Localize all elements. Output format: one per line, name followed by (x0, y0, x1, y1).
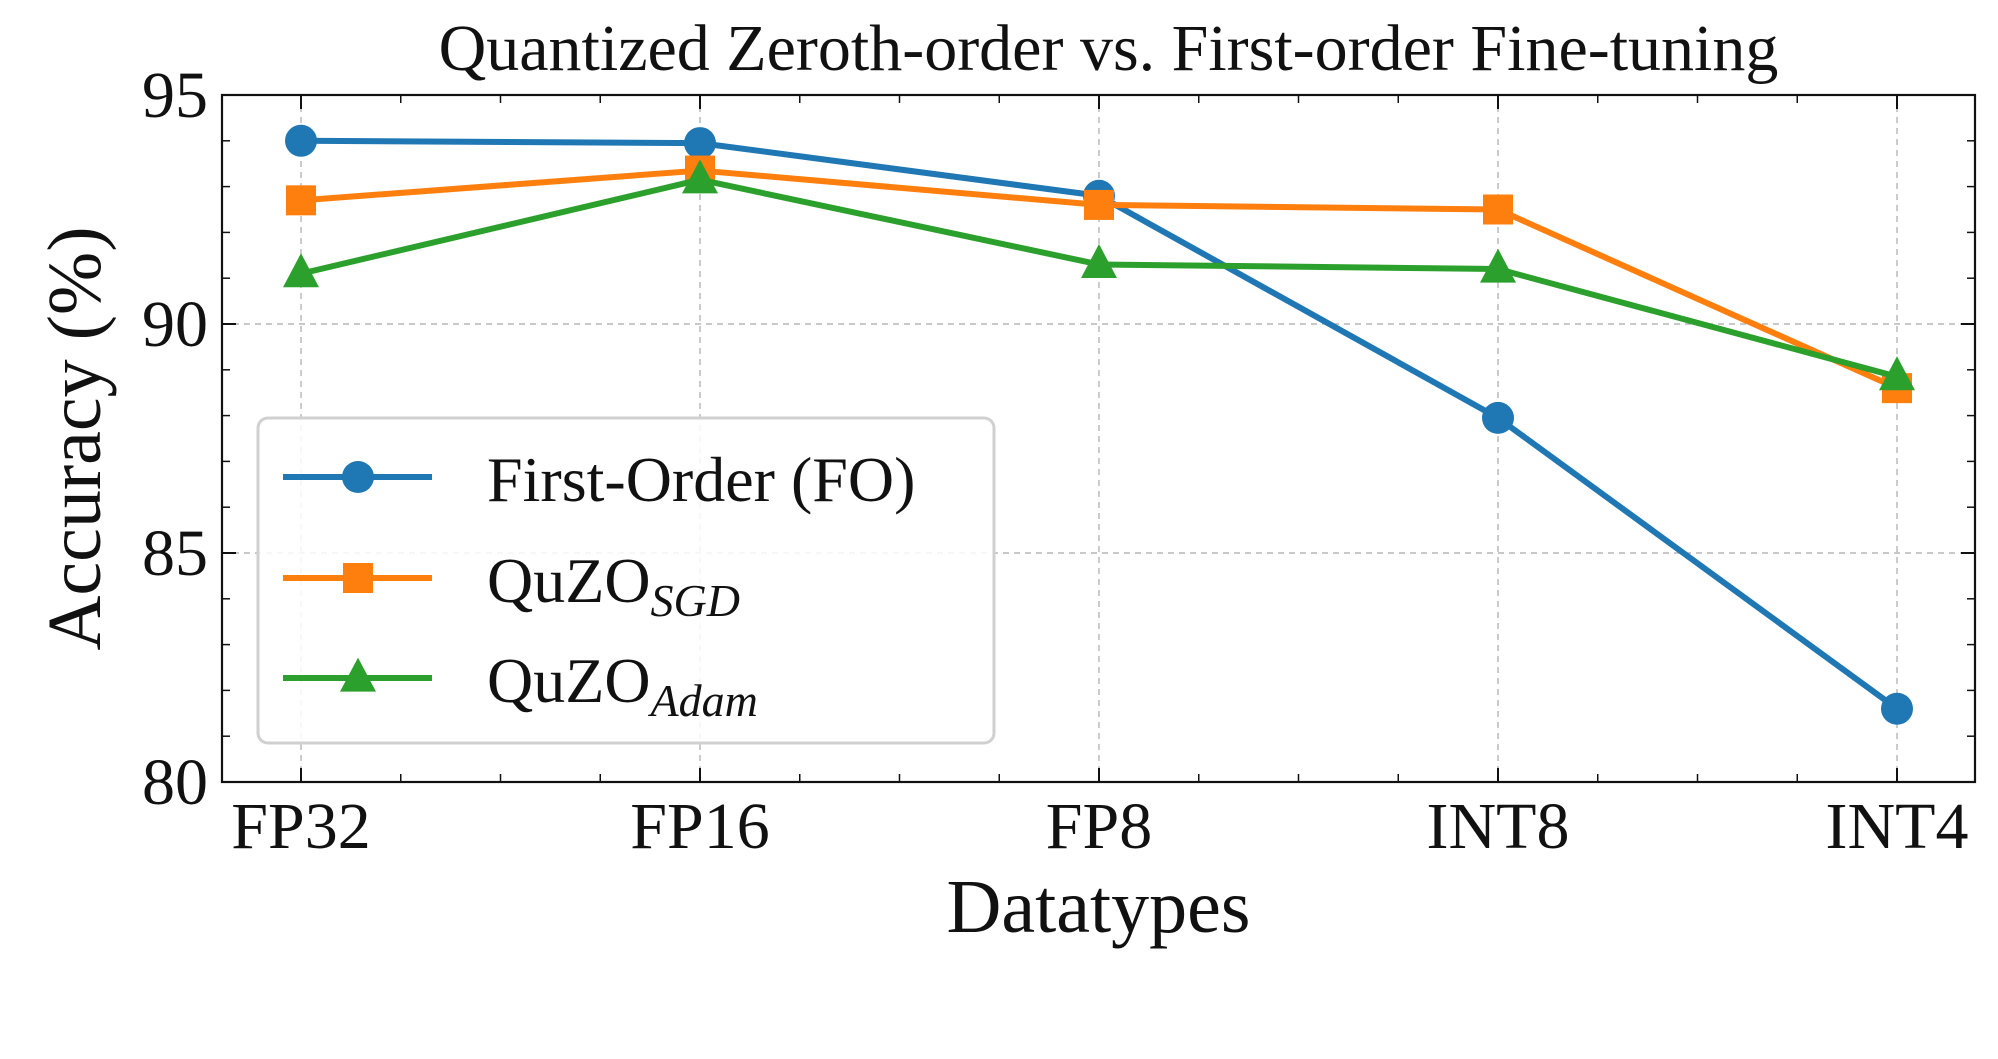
y-tick-label: 95 (142, 59, 208, 132)
data-point-circle (1482, 401, 1514, 434)
legend-label-base: QuZO (487, 545, 651, 616)
x-axis-label: Datatypes (947, 865, 1251, 949)
series-2 (283, 159, 1915, 391)
legend-marker-square (343, 563, 373, 593)
data-point-triangle (1480, 248, 1516, 283)
data-point-triangle (283, 253, 319, 288)
x-tick-label: INT4 (1826, 790, 1969, 863)
x-tick-label: FP32 (231, 790, 370, 863)
y-tick-label: 85 (142, 517, 208, 590)
data-point-circle (285, 124, 317, 157)
legend-item: First-Order (FO) (283, 444, 915, 515)
legend-box (256, 416, 996, 745)
data-point-square (286, 185, 316, 216)
plot-area-frame (220, 93, 1977, 784)
legend-label: QuZOAdam (487, 645, 758, 726)
series-layer (283, 124, 1915, 725)
legend-label-base: QuZO (487, 645, 651, 716)
data-point-square (1483, 194, 1513, 225)
legend-label-base: First-Order (FO) (487, 444, 915, 515)
legend-marker-circle (342, 461, 374, 493)
series-1 (286, 155, 1912, 404)
legend-item: QuZOSGD (283, 545, 740, 626)
x-tick-label: INT8 (1427, 790, 1570, 863)
y-axis-label: Accuracy (%) (33, 226, 117, 650)
legend-label-subscript: SGD (651, 575, 740, 626)
y-tick-label: 80 (142, 746, 208, 819)
data-point-triangle (1081, 244, 1117, 279)
data-point-square (1084, 189, 1114, 220)
data-point-triangle (682, 159, 718, 194)
legend-marker-triangle (340, 657, 376, 692)
legend-label: QuZOSGD (487, 545, 740, 626)
chart-title: Quantized Zeroth-order vs. First-order F… (439, 12, 1779, 85)
x-tick-label: FP16 (630, 790, 769, 863)
x-tick-label: FP8 (1046, 790, 1152, 863)
legend-label-subscript: Adam (648, 675, 758, 726)
y-tick-label: 90 (142, 288, 208, 361)
data-point-circle (684, 127, 716, 160)
data-point-triangle (1879, 356, 1915, 391)
data-point-circle (1881, 692, 1913, 725)
legend-item: QuZOAdam (283, 645, 758, 726)
legend-label: First-Order (FO) (487, 444, 915, 515)
label-layer: Quantized Zeroth-order vs. First-order F… (33, 12, 1968, 949)
